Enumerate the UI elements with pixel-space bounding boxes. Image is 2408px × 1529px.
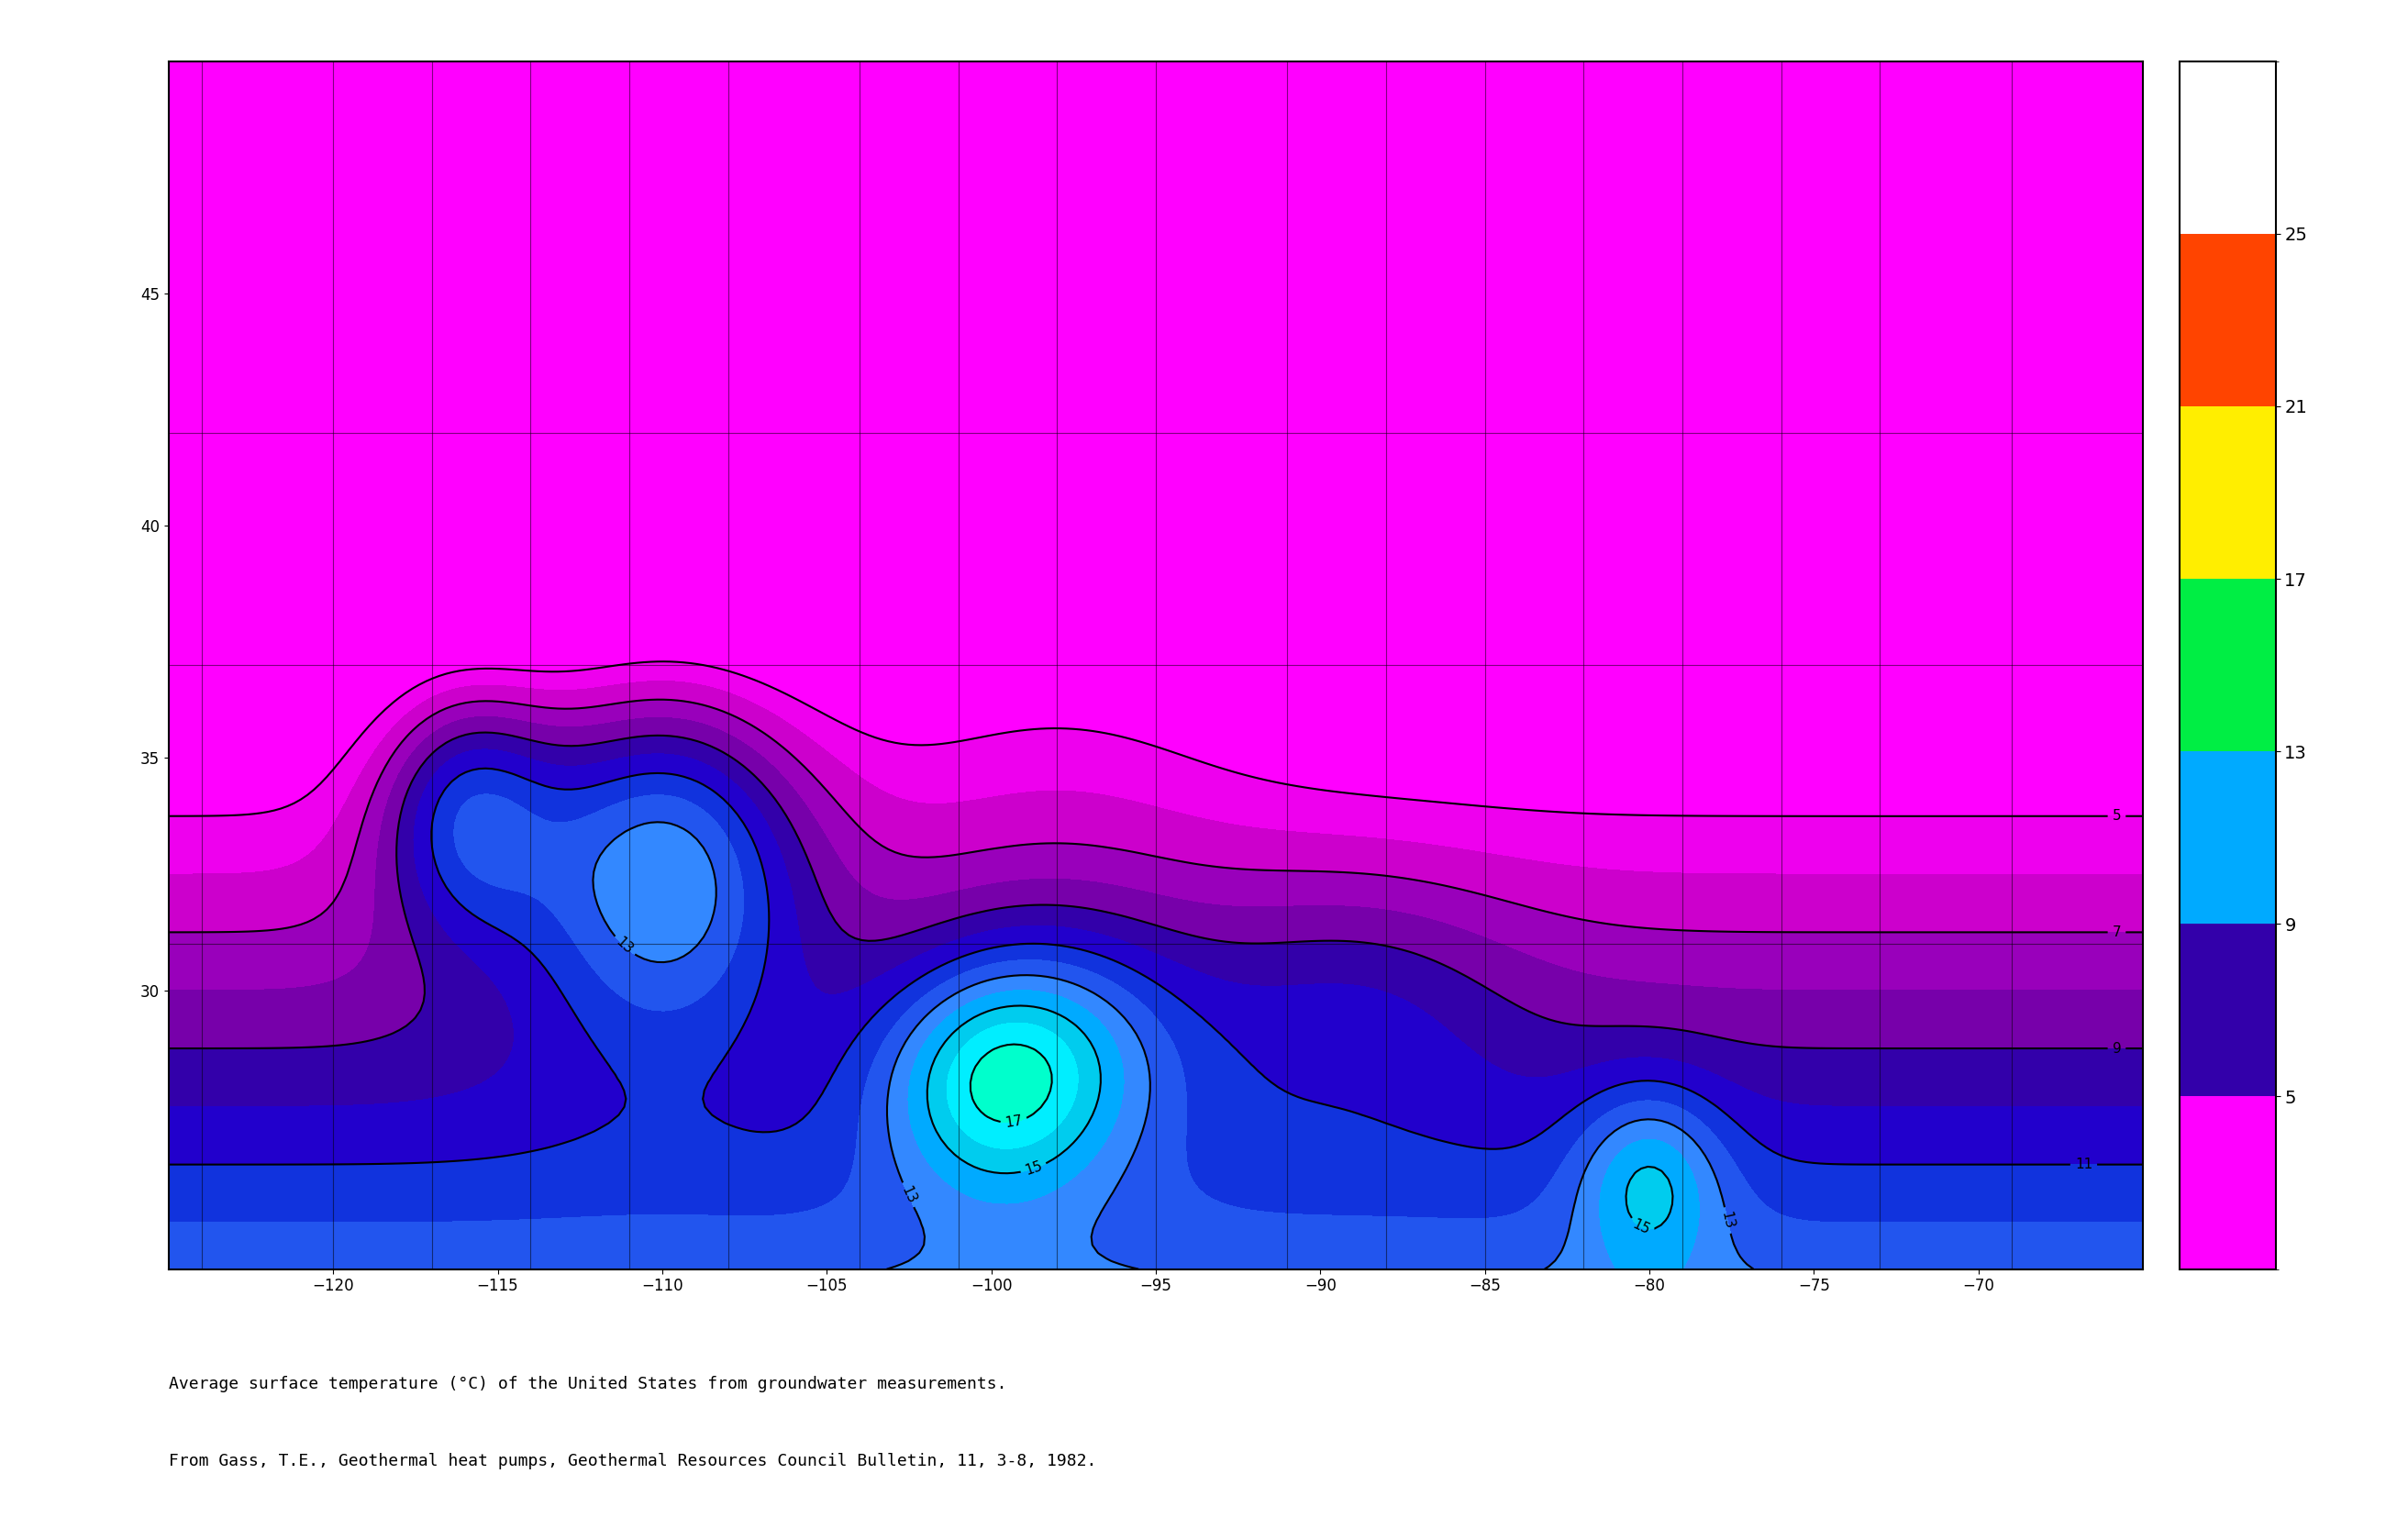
Text: From Gass, T.E., Geothermal heat pumps, Geothermal Resources Council Bulletin, 1: From Gass, T.E., Geothermal heat pumps, … [169,1453,1096,1469]
Text: 17: 17 [1004,1113,1023,1130]
Text: 13: 13 [1719,1211,1736,1231]
Text: 15: 15 [1023,1159,1045,1177]
Text: 15: 15 [1630,1217,1652,1237]
Text: Average surface temperature (°C) of the United States from groundwater measureme: Average surface temperature (°C) of the … [169,1376,1007,1393]
Text: 11: 11 [2076,1157,2093,1171]
Text: 13: 13 [614,936,636,957]
Text: 9: 9 [2112,1041,2121,1055]
Text: 7: 7 [2112,925,2121,939]
Text: 5: 5 [2112,809,2121,823]
Text: 13: 13 [898,1183,917,1206]
